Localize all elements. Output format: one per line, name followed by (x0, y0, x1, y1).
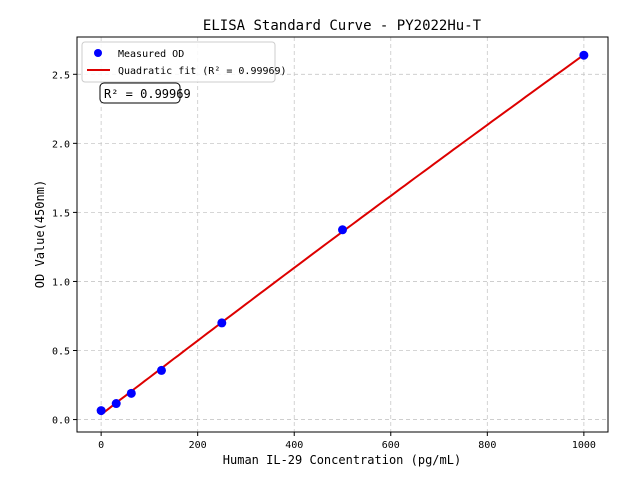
legend-label-fit: Quadratic fit (R² = 0.99969) (118, 66, 287, 77)
x-tick-label: 800 (478, 440, 496, 451)
r2-annotation-box (99, 82, 181, 104)
x-tick-label: 1000 (572, 440, 596, 451)
x-tick-label: 200 (189, 440, 207, 451)
fit-line (100, 53, 585, 416)
legend-label-measured: Measured OD (118, 49, 184, 60)
y-tick-label: 1.0 (52, 277, 70, 288)
x-tick-label: 600 (382, 440, 400, 451)
grid (77, 37, 608, 432)
r2-annotation: R² = 0.99969 (104, 87, 191, 101)
data-point (111, 399, 121, 409)
y-tick-label: 0.0 (52, 416, 70, 427)
data-point (126, 388, 136, 398)
plot-frame (76, 36, 609, 433)
x-axis-label: Human IL-29 Concentration (pg/mL) (223, 453, 461, 467)
x-tick-label: 400 (285, 440, 303, 451)
legend-marker-measured (94, 49, 102, 57)
ticks: 0 200 400 600 800 1000 0.0 0.5 1.0 1.5 2.0 2.5 (52, 70, 596, 451)
legend: Measured OD Quadratic fit (R² = 0.99969) (81, 41, 287, 83)
y-axis-label: OD Value(450nm) (33, 180, 47, 288)
legend-box (81, 41, 276, 83)
x-tick-label: 0 (98, 440, 104, 451)
chart-title: ELISA Standard Curve - PY2022Hu-T (203, 18, 482, 34)
data-points (96, 50, 589, 416)
data-point (156, 365, 166, 375)
y-tick-label: 2.0 (52, 139, 70, 150)
data-point (96, 406, 106, 416)
data-point (217, 318, 227, 328)
y-tick-label: 1.5 (52, 208, 70, 219)
data-point (338, 225, 347, 235)
y-tick-label: 0.5 (52, 347, 70, 358)
data-point (579, 50, 589, 60)
y-tick-label: 2.5 (52, 70, 70, 81)
